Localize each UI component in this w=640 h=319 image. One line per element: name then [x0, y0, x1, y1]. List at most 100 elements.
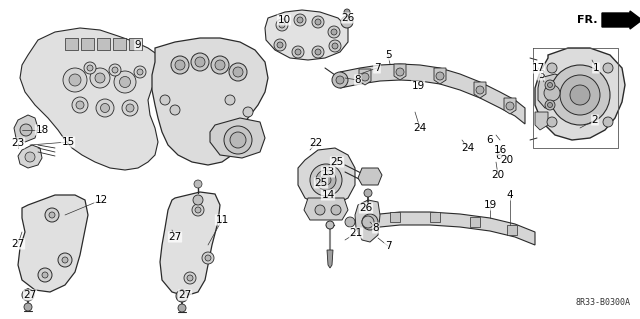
- Polygon shape: [370, 212, 535, 245]
- Circle shape: [63, 68, 87, 92]
- Circle shape: [336, 76, 344, 84]
- Text: 17: 17: [531, 63, 545, 73]
- Circle shape: [112, 67, 118, 73]
- Text: 19: 19: [483, 200, 497, 210]
- Circle shape: [24, 303, 32, 311]
- Circle shape: [547, 63, 557, 73]
- Circle shape: [191, 53, 209, 71]
- Polygon shape: [470, 217, 480, 227]
- Text: 20: 20: [492, 170, 504, 180]
- Circle shape: [274, 39, 286, 51]
- Circle shape: [312, 46, 324, 58]
- Text: 7: 7: [374, 63, 380, 73]
- Text: 20: 20: [500, 155, 513, 165]
- Text: 27: 27: [24, 290, 36, 300]
- Circle shape: [87, 65, 93, 71]
- Circle shape: [215, 60, 225, 70]
- Circle shape: [544, 85, 560, 101]
- Circle shape: [233, 67, 243, 77]
- Circle shape: [96, 99, 114, 117]
- Text: 7: 7: [385, 241, 391, 251]
- Polygon shape: [81, 38, 94, 50]
- Text: 8: 8: [372, 223, 380, 233]
- Text: 1: 1: [593, 63, 599, 73]
- Circle shape: [292, 46, 304, 58]
- Text: 11: 11: [216, 215, 228, 225]
- Circle shape: [344, 9, 350, 15]
- Circle shape: [329, 40, 341, 52]
- Circle shape: [321, 175, 331, 185]
- Polygon shape: [504, 98, 516, 114]
- Polygon shape: [340, 64, 525, 124]
- Circle shape: [560, 75, 600, 115]
- Circle shape: [312, 16, 324, 28]
- Polygon shape: [538, 74, 565, 108]
- Circle shape: [22, 289, 34, 301]
- Circle shape: [243, 107, 253, 117]
- Text: 2: 2: [592, 115, 598, 125]
- Circle shape: [276, 19, 288, 31]
- Polygon shape: [304, 198, 348, 220]
- Circle shape: [90, 68, 110, 88]
- Circle shape: [230, 132, 246, 148]
- Circle shape: [20, 124, 32, 136]
- Text: 9: 9: [134, 40, 141, 50]
- Text: 19: 19: [412, 81, 424, 91]
- Circle shape: [345, 217, 355, 227]
- Circle shape: [506, 102, 514, 110]
- Circle shape: [95, 73, 105, 83]
- Polygon shape: [507, 225, 517, 235]
- Circle shape: [315, 49, 321, 55]
- Text: 26: 26: [341, 13, 355, 23]
- Circle shape: [76, 101, 84, 109]
- Polygon shape: [298, 148, 355, 205]
- Circle shape: [69, 74, 81, 86]
- Circle shape: [114, 71, 136, 93]
- Text: 27: 27: [12, 239, 24, 249]
- Circle shape: [570, 85, 590, 105]
- Polygon shape: [390, 212, 400, 222]
- Circle shape: [178, 304, 186, 312]
- Text: 21: 21: [349, 228, 363, 238]
- Circle shape: [315, 205, 325, 215]
- Circle shape: [45, 208, 59, 222]
- Text: 14: 14: [321, 190, 335, 200]
- Text: 15: 15: [61, 137, 75, 147]
- Polygon shape: [359, 69, 371, 85]
- Text: 25: 25: [314, 178, 328, 188]
- Circle shape: [192, 204, 204, 216]
- Circle shape: [341, 16, 353, 28]
- Circle shape: [25, 152, 35, 162]
- Text: 22: 22: [309, 138, 323, 148]
- Text: 24: 24: [461, 143, 475, 153]
- Text: 24: 24: [413, 123, 427, 133]
- Circle shape: [297, 17, 303, 23]
- Polygon shape: [160, 192, 220, 296]
- Circle shape: [137, 69, 143, 75]
- Circle shape: [603, 117, 613, 127]
- Circle shape: [545, 80, 555, 90]
- Polygon shape: [535, 48, 625, 140]
- Circle shape: [62, 257, 68, 263]
- Circle shape: [326, 221, 334, 229]
- FancyArrow shape: [602, 11, 640, 29]
- Text: 13: 13: [321, 167, 335, 177]
- Circle shape: [134, 66, 146, 78]
- Circle shape: [109, 64, 121, 76]
- Circle shape: [205, 255, 211, 261]
- Polygon shape: [18, 195, 88, 292]
- Circle shape: [120, 77, 131, 87]
- Circle shape: [176, 290, 188, 302]
- Text: 26: 26: [360, 203, 372, 213]
- Circle shape: [331, 205, 341, 215]
- Circle shape: [364, 189, 372, 197]
- Circle shape: [49, 212, 55, 218]
- Polygon shape: [535, 112, 548, 130]
- Circle shape: [224, 126, 252, 154]
- Circle shape: [603, 63, 613, 73]
- Text: 18: 18: [35, 125, 49, 135]
- Circle shape: [310, 164, 342, 196]
- Polygon shape: [65, 38, 78, 50]
- Circle shape: [126, 104, 134, 112]
- Circle shape: [295, 49, 301, 55]
